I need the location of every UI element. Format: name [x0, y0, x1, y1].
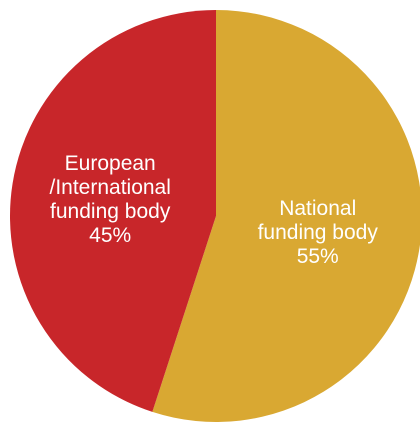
pie-slice-label-line: funding body	[50, 200, 171, 223]
pie-slice-0	[152, 10, 420, 422]
pie-slice-label-0: National funding body 55%	[258, 197, 379, 268]
pie-slice-label-line: /International	[49, 176, 170, 199]
pie-slice-value-label: 55%	[297, 245, 339, 268]
pie-slice-value-label: 45%	[89, 224, 131, 247]
pie-slice-label-line: funding body	[258, 221, 379, 244]
pie-slice-label-line: European	[65, 152, 156, 175]
pie-slice-label-line: National	[279, 197, 356, 220]
pie-slice-1	[10, 10, 217, 412]
pie-slice-label-1: European/International funding body 45%	[49, 152, 170, 247]
